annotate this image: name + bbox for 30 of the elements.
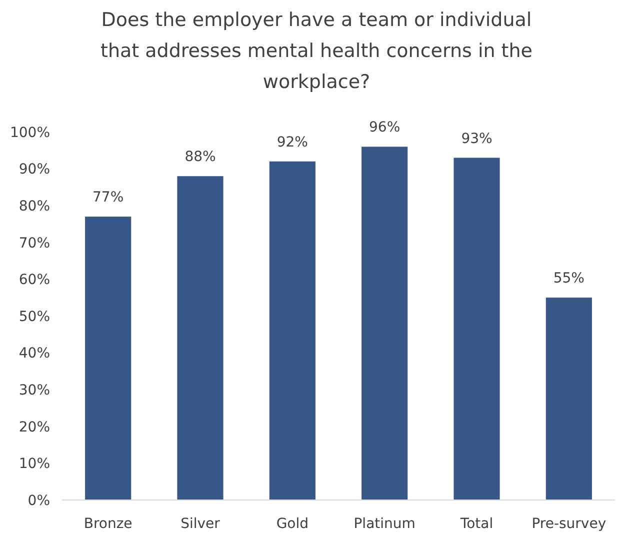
y-tick-label: 40% [18, 346, 50, 362]
data-label: 93% [461, 130, 492, 147]
y-tick-label: 30% [18, 382, 50, 398]
data-label: 92% [276, 134, 308, 150]
y-tick-label: 60% [18, 272, 50, 288]
bar [177, 176, 224, 500]
x-tick-label: Platinum [354, 516, 416, 532]
y-tick-label: 90% [18, 162, 50, 178]
data-label: 88% [184, 149, 216, 166]
x-tick-label: Total [459, 516, 494, 532]
data-label: 55% [553, 270, 584, 287]
x-tick-label: Silver [180, 516, 220, 532]
data-label: 96% [369, 120, 400, 136]
y-tick-label: 100% [10, 124, 50, 141]
y-tick-label: 10% [18, 456, 50, 472]
y-tick-label: 20% [18, 419, 50, 436]
y-tick-label: 0% [28, 492, 50, 509]
x-tick-label: Pre-survey [532, 516, 606, 532]
bar [454, 158, 500, 500]
data-label: 77% [92, 190, 124, 206]
y-tick-label: 50% [18, 308, 50, 325]
x-tick-label: Bronze [84, 516, 132, 532]
chart-title: Does the employer have a team or individual that addresses mental health concerns in the workplace? [100, 9, 532, 93]
y-tick-label: 70% [18, 235, 50, 252]
bar [269, 161, 316, 500]
y-tick-label: 80% [18, 198, 50, 214]
bar [546, 298, 592, 500]
bar [362, 146, 408, 500]
x-tick-label: Gold [276, 516, 309, 532]
bar [85, 216, 132, 500]
